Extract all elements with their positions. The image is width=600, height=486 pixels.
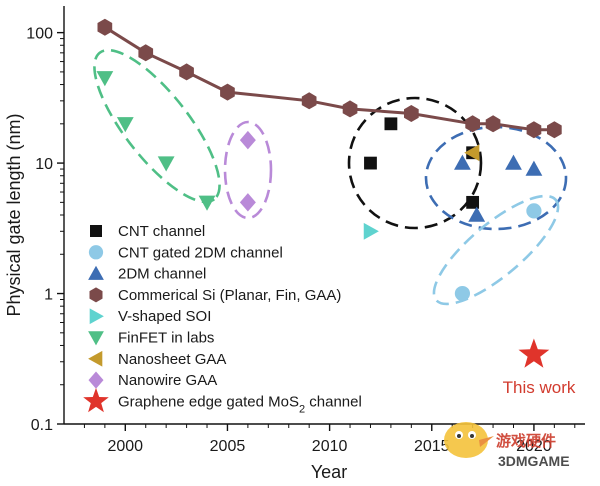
legend-label: Nanosheet GAA xyxy=(118,351,226,368)
legend-marker-diamond xyxy=(88,371,104,389)
y-tick-label: 10 xyxy=(35,156,53,173)
legend-label: FinFET in labs xyxy=(118,330,214,347)
legend-label: V-shaped SOI xyxy=(118,308,211,325)
watermark-logo: 游戏硬件 3DMGAME xyxy=(444,422,570,469)
legend-label: Graphene edge gated MoS2 channel xyxy=(118,393,362,415)
point-hexagon-11 xyxy=(547,121,562,139)
legend-label: CNT channel xyxy=(118,223,205,240)
x-tick-label: 2010 xyxy=(312,438,348,455)
point-square-4 xyxy=(466,195,480,209)
point-hexagon-9 xyxy=(485,115,501,133)
point-hexagon-7 xyxy=(404,105,419,122)
data-points xyxy=(96,18,562,368)
this-work-annotation: This work xyxy=(503,378,576,397)
legend: CNT channel CNT gated 2DM channel 2DM chan… xyxy=(83,223,362,415)
group-ellipse-5 xyxy=(432,194,560,306)
y-tick-label: 0.1 xyxy=(31,417,53,434)
x-tick-label: 2020 xyxy=(516,438,552,455)
legend-label: 2DM channel xyxy=(118,266,206,283)
legend-label: Commerical Si (Planar, Fin, GAA) xyxy=(118,287,341,304)
legend-marker-triangle-down xyxy=(88,331,104,346)
legend-marker-triangle-right xyxy=(89,308,104,325)
point-circle-1 xyxy=(454,285,471,302)
group-ellipse-1 xyxy=(93,48,221,204)
y-tick-label: 100 xyxy=(26,26,53,43)
point-hexagon-3 xyxy=(179,63,194,81)
legend-marker-star xyxy=(83,387,109,413)
commercial-si-line xyxy=(104,25,555,132)
point-diamond-1 xyxy=(239,130,256,150)
y-tick-label: 1 xyxy=(44,287,53,304)
point-square-2 xyxy=(384,117,398,131)
point-star-1 xyxy=(518,338,550,368)
point-hexagon-5 xyxy=(301,92,317,110)
legend-label: CNT gated 2DM channel xyxy=(118,244,283,261)
legend-marker-hexagon xyxy=(89,287,103,303)
watermark-text: 游戏硬件 xyxy=(496,432,556,450)
legend-marker-square xyxy=(90,225,102,237)
point-hexagon-4 xyxy=(220,83,235,101)
point-triangle-up-4 xyxy=(525,160,543,176)
point-triangle-right-1 xyxy=(363,222,379,240)
point-triangle-down-2 xyxy=(116,117,134,133)
x-tick-label: 2000 xyxy=(107,438,143,455)
point-triangle-down-3 xyxy=(157,156,175,172)
point-square-1 xyxy=(364,156,377,170)
y-axis-label: Physical gate length (nm) xyxy=(4,113,24,316)
point-triangle-down-4 xyxy=(198,195,216,211)
axis-ticks: 2000 2005 2010 2015 2020 0.1 1 10 100 xyxy=(26,26,576,455)
point-triangle-up-1 xyxy=(454,154,471,170)
watermark-subtext: 3DMGAME xyxy=(498,453,570,469)
x-tick-label: 2005 xyxy=(210,438,246,455)
x-tick-label: 2015 xyxy=(414,438,450,455)
legend-label: Nanowire GAA xyxy=(118,372,217,389)
group-ellipse-3 xyxy=(347,96,483,230)
point-hexagon-2 xyxy=(138,44,154,62)
legend-marker-triangle-up xyxy=(88,265,104,280)
point-triangle-up-3 xyxy=(505,154,522,170)
point-circle-2 xyxy=(526,203,542,219)
point-hexagon-6 xyxy=(342,100,358,118)
point-triangle-up-2 xyxy=(468,206,486,222)
legend-marker-triangle-left xyxy=(88,350,103,367)
group-ellipse-4 xyxy=(424,125,568,231)
point-hexagon-10 xyxy=(526,121,542,139)
series-line-commercial-si xyxy=(104,25,555,132)
group-ellipse-2 xyxy=(223,120,273,220)
point-triangle-left-1 xyxy=(464,144,480,162)
point-hexagon-1 xyxy=(97,18,113,36)
x-axis-label: Year xyxy=(311,462,347,482)
point-triangle-down-1 xyxy=(96,71,114,87)
legend-marker-circle xyxy=(88,245,104,260)
point-diamond-2 xyxy=(239,193,256,212)
point-hexagon-8 xyxy=(465,115,480,133)
